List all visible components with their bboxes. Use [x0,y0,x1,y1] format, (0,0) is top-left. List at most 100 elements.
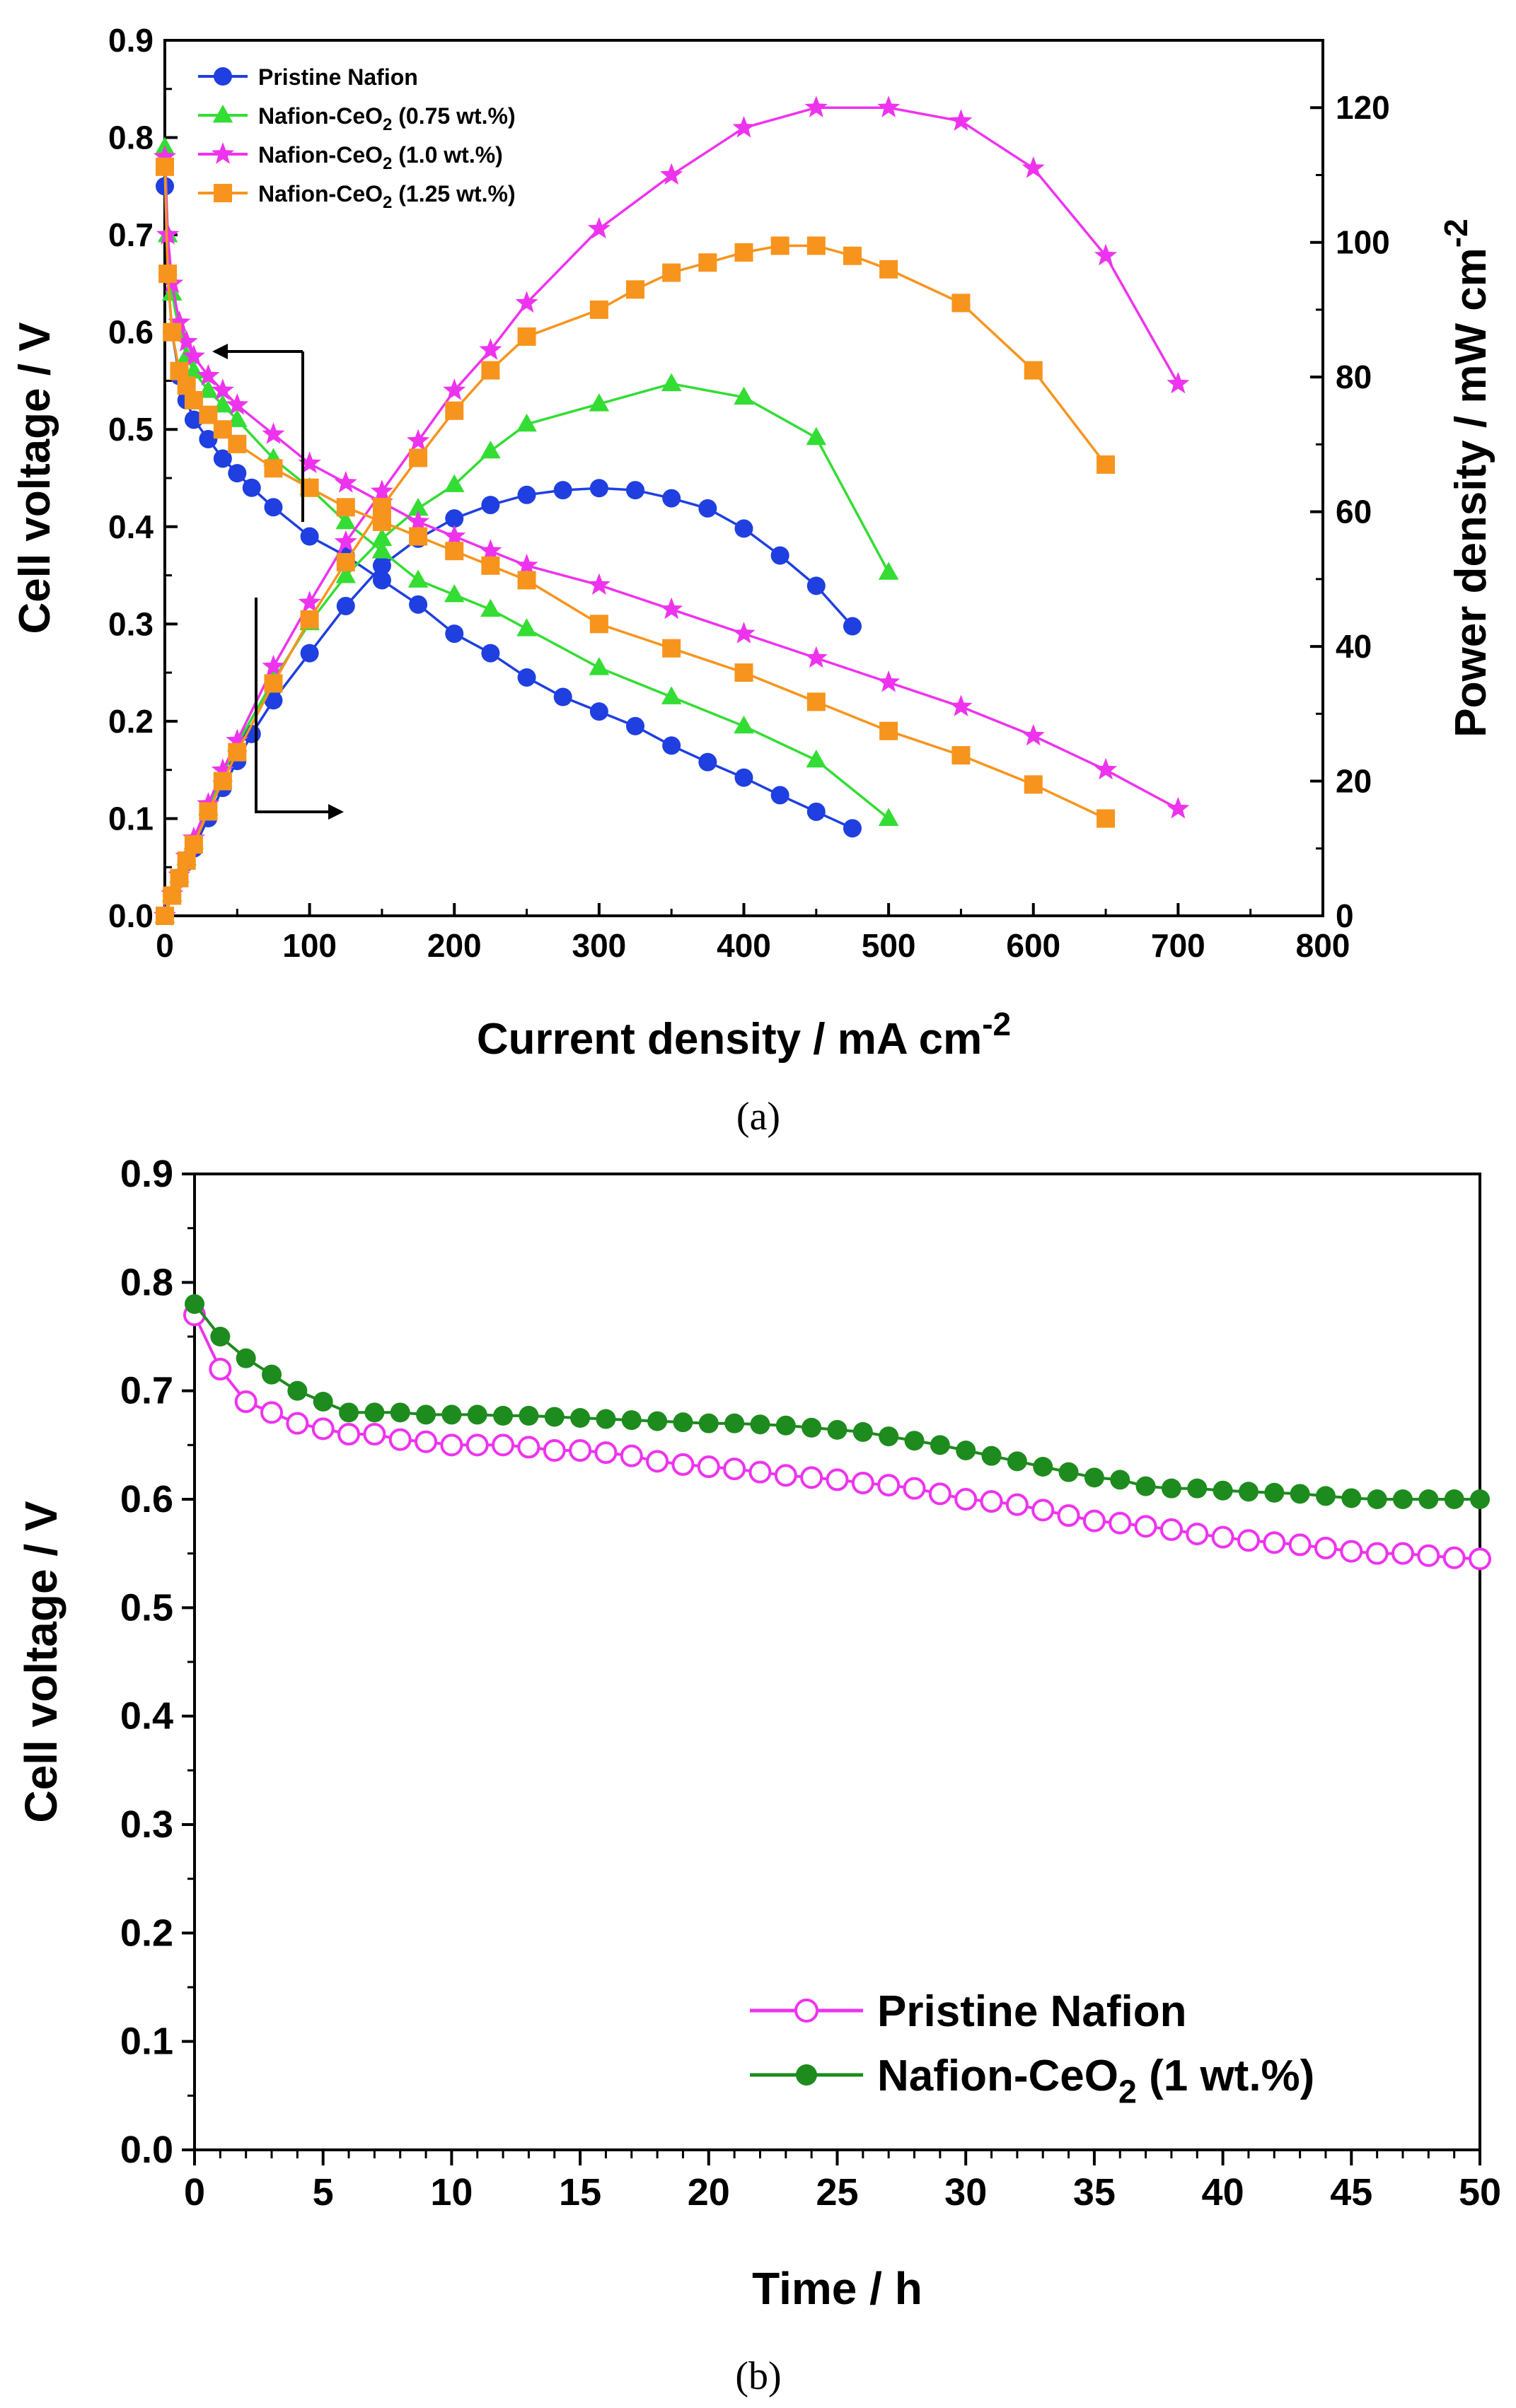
panel-a-power-point [199,802,218,821]
panel-a-voltage-point [153,145,177,167]
panel-a-power-point [589,479,608,498]
panel-a-ytick-left-label: 0.2 [108,703,154,740]
panel-a-power-point [156,907,174,925]
panel-b-point [1213,1480,1233,1501]
panel-a-power-point [516,413,537,432]
panel-a-voltage-point [445,542,464,561]
panel-a-legend-marker [212,105,233,123]
panel-b-point [1288,1533,1312,1557]
panel-a-voltage-point [226,392,249,415]
panel-b-point [1159,1518,1183,1541]
panel-b-point [1444,1489,1464,1509]
panel-a-voltage-point [182,344,205,366]
panel-a-series-4 [156,157,1116,925]
panel-a-voltage-point [877,670,901,692]
panel-a-voltage-point [212,394,233,413]
panel-b-point [1007,1451,1027,1472]
panel-b-point [441,1404,462,1425]
panel-a-voltage-point [264,498,283,517]
panel-b-point [311,1417,335,1441]
panel-a-voltage-point [300,527,319,546]
panel-a-voltage-point [806,802,826,821]
panel-b-legend-label: Pristine Nafion [877,1987,1187,2036]
panel-b-point [724,1413,745,1433]
panel-a-power-point [211,758,234,780]
panel-a-power-point [163,886,182,905]
panel-b-point [1290,1484,1310,1504]
panel-a-voltage-point [951,746,971,765]
panel-a-voltage-point [213,449,232,468]
panel-a-voltage-point [662,639,681,658]
panel-a-voltage-point [407,510,430,532]
panel-b-point [596,1409,616,1429]
panel-a-voltage-point [949,694,973,716]
panel-b-point [1058,1462,1079,1482]
panel-a-voltage-point [589,615,608,634]
panel-b-point [286,1412,309,1435]
panel-a-voltage-point [662,736,681,755]
panel-a-voltage-point [334,471,357,493]
panel-b-point [1238,1482,1258,1502]
panel-a-voltage-point [516,618,537,636]
panel-b-point [1442,1546,1466,1569]
panel-a-ytick-left-label: 0.6 [108,314,154,351]
panel-a-y-right-title: Power density / mW cm-2 [1437,219,1495,737]
panel-a-voltage-point [1024,775,1043,794]
panel-b-point [465,1433,489,1457]
panel-b-point [1031,1499,1055,1522]
panel-a-legend-label: Nafion-CeO2 (1.0 wt.%) [258,142,503,173]
panel-a-power-point [300,610,319,629]
panel-b-point [697,1455,720,1478]
panel-a-voltage-point [589,657,610,675]
panel-b-point [802,1417,822,1438]
panel-a-power-point [1022,156,1045,178]
panel-a-power-point [877,95,901,117]
panel-a-power-point [443,378,466,400]
panel-b-xtick-label: 40 [1202,2171,1244,2214]
panel-a-power-point [843,246,862,265]
panel-a-xtick-label: 200 [427,927,482,964]
panel-a-xtick-label: 100 [282,927,337,964]
panel-b-point [594,1441,618,1465]
panel-a-power-point [770,236,789,255]
panel-a-voltage-point [262,422,285,444]
panel-a-ytick-left-label: 0.3 [108,605,154,642]
panel-b-point [1365,1542,1389,1565]
panel-a-power-point [1094,243,1118,266]
panel-a-legend-label: Pristine Nafion [258,64,418,90]
panel-a-voltage-point [168,310,191,332]
panel-a-voltage-point [443,524,466,547]
panel-a-power-point [264,674,283,693]
panel-a-power-point [879,260,898,279]
panel-b-point [1470,1489,1490,1509]
panel-a-voltage-point [336,498,355,517]
panel-a-voltage-point [806,749,827,768]
panel-b-ytick-label: 0.1 [120,2020,173,2063]
panel-b-point [1392,1489,1413,1509]
panel-b-point [748,1460,772,1484]
panel-a-power-point [481,361,500,380]
panel-a-voltage-point [1022,723,1045,746]
panel-b-point [620,1444,643,1467]
panel-b-xtick-label: 5 [313,2171,334,2214]
panel-b-point [544,1407,565,1427]
panel-b-point [209,1358,232,1380]
panel-b-ytick-label: 0.2 [120,1912,173,1954]
panel-b-point [313,1392,333,1412]
panel-a-ytick-left-label: 0.1 [108,800,154,837]
panel-b-point [415,1430,438,1453]
panel-a-voltage-point [198,380,219,398]
panel-a-power-point [806,426,827,446]
panel-b-point [1418,1489,1439,1509]
panel-a-voltage-point [734,768,753,787]
panel-b-ytick-label: 0.5 [120,1586,173,1629]
panel-a-power-point [300,644,319,663]
panel-a-voltage-point [211,378,234,400]
panel-b-point [1135,1476,1156,1496]
panel-b-point [1314,1537,1337,1559]
panel-a-power-point [335,565,357,583]
panel-b-point [1417,1544,1440,1567]
panel-b-point [339,1402,359,1423]
panel-b-point [1084,1467,1104,1488]
